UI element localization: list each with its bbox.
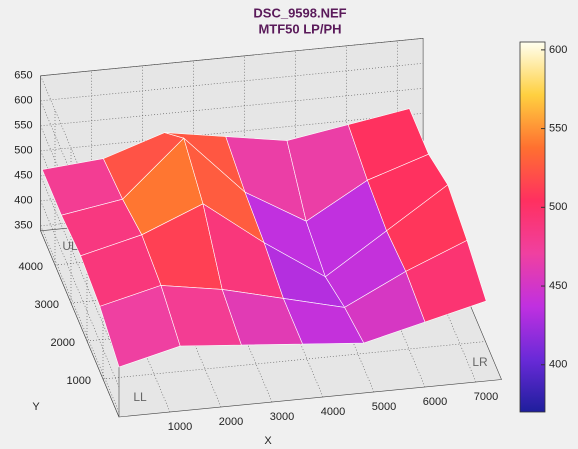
z-tick-label: 550 — [14, 120, 32, 132]
colorbar-tick-label: 600 — [549, 44, 567, 56]
chart-title: DSC_9598.NEF — [253, 5, 346, 20]
colorbar-tick-label: 550 — [549, 123, 567, 135]
y-tick-label: 2000 — [51, 337, 75, 349]
x-tick-label: 6000 — [423, 396, 447, 408]
x-tick-label: 1000 — [168, 421, 192, 433]
x-tick-label: 2000 — [219, 416, 243, 428]
z-tick-label: 350 — [14, 220, 32, 232]
grid-line — [40, 38, 424, 77]
z-tick-label: 500 — [14, 145, 32, 157]
z-tick-label: 650 — [14, 70, 32, 82]
corner-label: LR — [472, 355, 488, 369]
x-axis-label: X — [264, 435, 272, 447]
chart-subtitle: MTF50 LP/PH — [258, 21, 341, 36]
colorbar-tick-label: 400 — [549, 359, 567, 371]
y-axis-label: Y — [32, 401, 40, 413]
z-tick-label: 400 — [14, 195, 32, 207]
x-tick-label: 3000 — [270, 411, 294, 423]
grid-line — [40, 63, 424, 102]
colorbar — [519, 41, 546, 413]
grid-line — [102, 341, 486, 380]
z-tick-label: 450 — [14, 170, 32, 182]
grid-line — [40, 200, 120, 388]
colorbar-tick-label: 500 — [549, 201, 567, 213]
y-tick-label: 1000 — [67, 375, 91, 387]
grid-line — [40, 175, 120, 363]
x-tick-label: 7000 — [474, 391, 498, 403]
grid-line — [40, 225, 120, 413]
corner-label: UL — [62, 239, 78, 253]
y-tick-label: 4000 — [19, 261, 43, 273]
z-tick-label: 600 — [14, 95, 32, 107]
x-tick-label: 4000 — [321, 406, 345, 418]
y-tick-label: 3000 — [35, 299, 59, 311]
surface-cell — [405, 239, 487, 323]
grid-line — [40, 88, 424, 127]
x-tick-label: 5000 — [372, 401, 396, 413]
corner-label: LL — [133, 390, 147, 404]
colorbar-tick-label: 450 — [549, 280, 567, 292]
grid-line — [40, 113, 424, 152]
